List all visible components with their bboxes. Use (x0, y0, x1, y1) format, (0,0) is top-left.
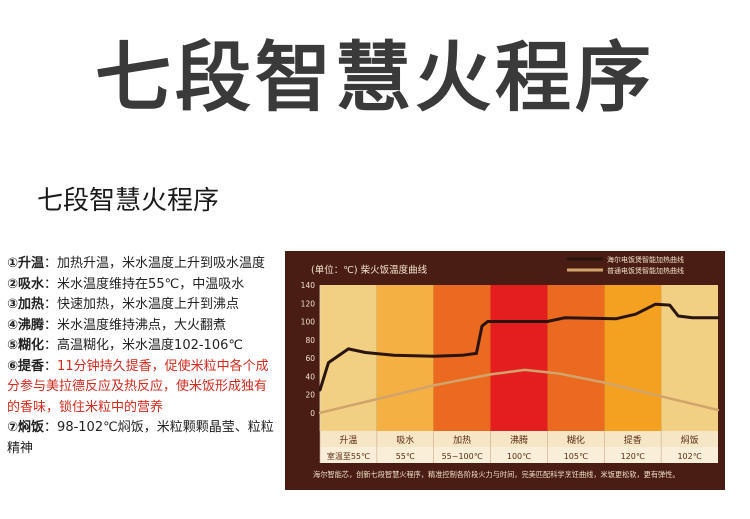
step-separator: ： (44, 297, 58, 312)
haier-heating-curve (318, 302, 720, 392)
step-separator: ： (44, 276, 58, 292)
y-tick-label: 100 (301, 318, 316, 327)
step-number: ① (7, 256, 19, 271)
stage-temp-row (320, 447, 718, 463)
step-item: ④沸腾：米水温度维持沸点，大火翻煮 (7, 316, 277, 337)
step-description: 米水温度维持在55℃，中温吸水 (57, 276, 245, 292)
stage-temp: 室温至55℃ (327, 451, 370, 461)
subheadline: 七段智慧火程序 (37, 186, 220, 216)
stage-label: 沸腾 (510, 434, 528, 446)
step-number: ③ (7, 297, 19, 312)
stage-band (376, 285, 434, 447)
y-tick-label: 80 (305, 336, 315, 345)
stage-temp: 55~100℃ (442, 452, 483, 461)
stage-band (320, 285, 377, 447)
chart-footnote: 海尔智能芯，创新七段智慧火程序，精准控制各阶段火力与时间，完美匹配科学烹饪曲线，… (313, 470, 680, 479)
y-tick-label: 0 (310, 409, 315, 418)
y-tick-label: 60 (305, 354, 315, 363)
step-name: 提香 (18, 358, 45, 374)
step-item: ⑥提香：11分钟持久提香，促使米粒中各个成分参与美拉德反应及热反应，使米饭形成独… (7, 357, 277, 419)
stage-label-row (320, 431, 718, 447)
step-item: ⑦焖饭：98-102℃焖饭，米粒颗颗晶莹、粒粒精神 (7, 418, 277, 459)
headline: 七段智慧火程序 (95, 33, 655, 122)
step-number: ⑥ (7, 358, 19, 374)
step-description: 加热升温，米水温度上升到吸水温度 (57, 256, 266, 271)
step-name: 升温 (18, 256, 45, 271)
step-description: 98-102℃焖饭，米粒颗颗晶莹、粒粒精神 (7, 420, 274, 456)
y-tick-label: 120 (301, 299, 316, 308)
legend-label: 海尔电饭煲智能加热曲线 (607, 255, 684, 264)
step-description: 高温糊化，米水温度102-106℃ (57, 338, 243, 353)
step-name: 吸水 (18, 276, 45, 292)
step-name: 焖饭 (18, 420, 45, 435)
step-number: ④ (7, 317, 19, 333)
stage-temp: 100℃ (507, 452, 531, 461)
step-number: ② (7, 276, 19, 292)
stage-band (604, 285, 662, 447)
stage-label: 提香 (624, 435, 642, 446)
y-tick-label: 140 (301, 281, 316, 290)
step-name: 糊化 (18, 338, 45, 353)
step-item: ③加热：快速加热，米水温度上升到沸点 (7, 295, 277, 316)
stage-label: 升温 (339, 435, 357, 446)
step-item: ①升温：加热升温，米水温度上升到吸水温度 (7, 254, 277, 275)
y-tick-label: 40 (305, 372, 315, 381)
stage-label: 糊化 (567, 434, 585, 446)
step-description: 米水温度维持沸点，大火翻煮 (57, 317, 227, 333)
step-item: ②吸水：米水温度维持在55℃，中温吸水 (7, 275, 277, 296)
stage-band (490, 285, 548, 447)
stage-band (433, 285, 491, 447)
step-description: 快速加热，米水温度上升到沸点 (57, 297, 240, 312)
legend-label: 普通电饭煲智能加热曲线 (607, 266, 684, 275)
stage-band (661, 285, 718, 447)
step-separator: ： (44, 256, 58, 271)
step-separator: ： (44, 317, 58, 333)
step-separator: ： (44, 338, 58, 353)
stage-label: 加热 (453, 434, 471, 446)
steps-list: ①升温：加热升温，米水温度上升到吸水温度 ②吸水：米水温度维持在55℃，中温吸水 ③… (7, 254, 277, 459)
chart-title: (单位：℃) 柴火饭温度曲线 (311, 264, 428, 276)
step-name: 沸腾 (18, 317, 45, 333)
y-tick-label: 20 (305, 391, 315, 400)
stage-temp: 102℃ (677, 452, 701, 461)
step-number: ⑤ (7, 338, 19, 353)
stage-temp: 120℃ (621, 452, 645, 461)
normal-heating-curve (318, 368, 720, 415)
step-separator: ： (44, 358, 58, 374)
stage-temp: 105℃ (564, 452, 588, 461)
temperature-chart-panel: 升温室温至55℃ 吸水 55℃ 加热 55~100℃ 沸腾 100℃ 糊化 105℃ 提香 120℃… (285, 251, 725, 490)
stage-label: 吸水 (396, 434, 414, 446)
step-item: ⑤糊化：高温糊化，米水温度102-106℃ (7, 336, 277, 357)
stage-label: 焖饭 (681, 434, 699, 446)
step-description: 11分钟持久提香，促使米粒中各个成分参与美拉德反应及热反应，使米饭形成独有的香味… (7, 358, 269, 415)
step-separator: ： (44, 420, 58, 435)
stage-temp: 55℃ (396, 452, 415, 461)
stage-band (547, 285, 605, 447)
step-name: 加热 (18, 297, 45, 312)
step-number: ⑦ (7, 420, 19, 435)
